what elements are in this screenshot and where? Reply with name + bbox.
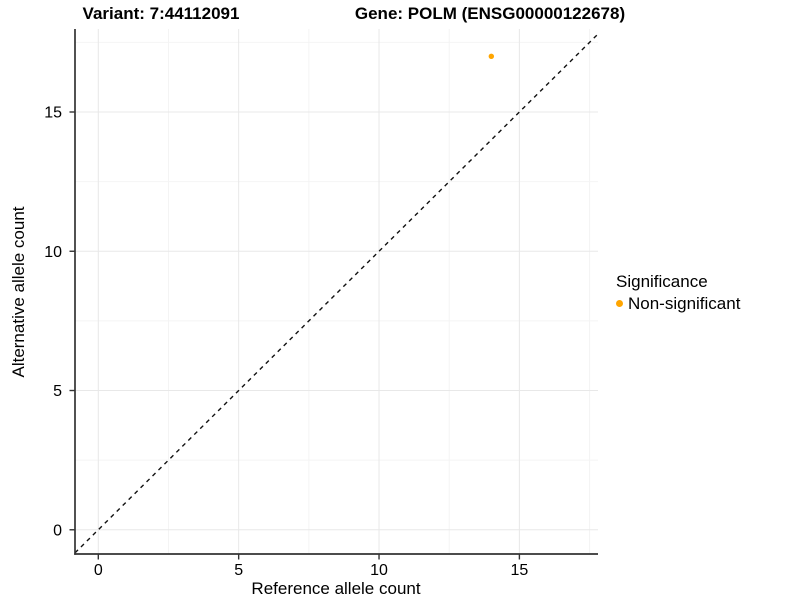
- x-tick-label: 10: [370, 562, 388, 579]
- x-axis-label: Reference allele count: [251, 579, 421, 598]
- y-tick-label: 0: [53, 522, 62, 539]
- legend-item-label: Non-significant: [628, 294, 741, 313]
- legend-point-icon: [616, 300, 623, 307]
- y-tick-label: 5: [53, 383, 62, 400]
- legend-item-non-significant: Non-significant: [616, 293, 740, 314]
- plot-title-variant: Variant: 7:44112091: [82, 4, 240, 23]
- scatter-point: [488, 53, 495, 59]
- x-tick-label: 15: [510, 562, 528, 579]
- x-tick-label: 5: [234, 562, 243, 579]
- y-axis-label: Alternative allele count: [9, 206, 28, 378]
- legend: Significance Non-significant: [616, 271, 740, 314]
- plot-title-gene: Gene: POLM (ENSG00000122678): [354, 4, 626, 23]
- y-tick-label: 15: [44, 104, 62, 121]
- x-tick-label: 0: [94, 562, 103, 579]
- identity-reference-line: [74, 33, 599, 554]
- legend-title: Significance: [616, 272, 708, 291]
- y-tick-label: 10: [44, 244, 62, 261]
